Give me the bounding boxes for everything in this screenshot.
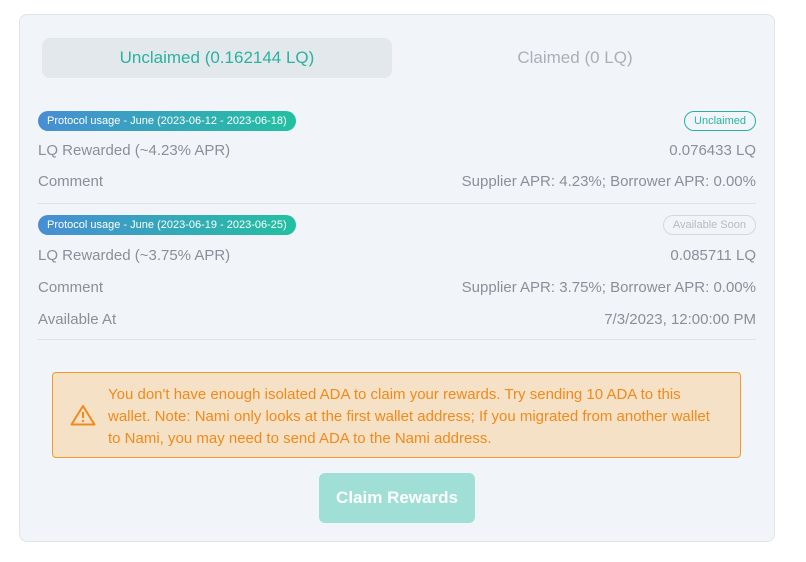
- claim-rewards-button[interactable]: Claim Rewards: [319, 473, 475, 523]
- status-badge: Available Soon: [662, 215, 756, 235]
- period-pill: Protocol usage - June (2023-06-19 - 2023…: [38, 215, 296, 235]
- row-value: 0.076433 LQ: [669, 142, 756, 159]
- reward-entry: Protocol usage - June (2023-06-12 - 2023…: [38, 107, 756, 204]
- divider: [38, 203, 756, 204]
- period-pill: Protocol usage - June (2023-06-12 - 2023…: [38, 111, 296, 131]
- row-value: Supplier APR: 3.75%; Borrower APR: 0.00%: [461, 278, 756, 296]
- warning-alert: You don't have enough isolated ADA to cl…: [52, 372, 741, 458]
- row-value: Supplier APR: 4.23%; Borrower APR: 0.00%: [461, 173, 756, 190]
- row-value: 0.085711 LQ: [670, 246, 756, 264]
- warning-icon: [70, 405, 96, 426]
- tab-claimed[interactable]: Claimed (0 LQ): [517, 48, 633, 67]
- row-label: LQ Rewarded (~4.23% APR): [38, 142, 231, 159]
- divider: [38, 339, 756, 340]
- status-badge: Unclaimed: [684, 111, 756, 131]
- row-label: Comment: [38, 173, 104, 190]
- rewards-card: Unclaimed (0.162144 LQ) Claimed (0 LQ) P…: [19, 14, 775, 542]
- tab-unclaimed[interactable]: Unclaimed (0.162144 LQ): [42, 38, 392, 78]
- reward-entry: Protocol usage - June (2023-06-19 - 2023…: [38, 211, 756, 340]
- warning-text: You don't have enough isolated ADA to cl…: [108, 386, 710, 447]
- row-label: Available At: [38, 310, 117, 328]
- row-value: 7/3/2023, 12:00:00 PM: [604, 310, 756, 328]
- row-label: Comment: [38, 278, 104, 296]
- row-label: LQ Rewarded (~3.75% APR): [38, 246, 231, 264]
